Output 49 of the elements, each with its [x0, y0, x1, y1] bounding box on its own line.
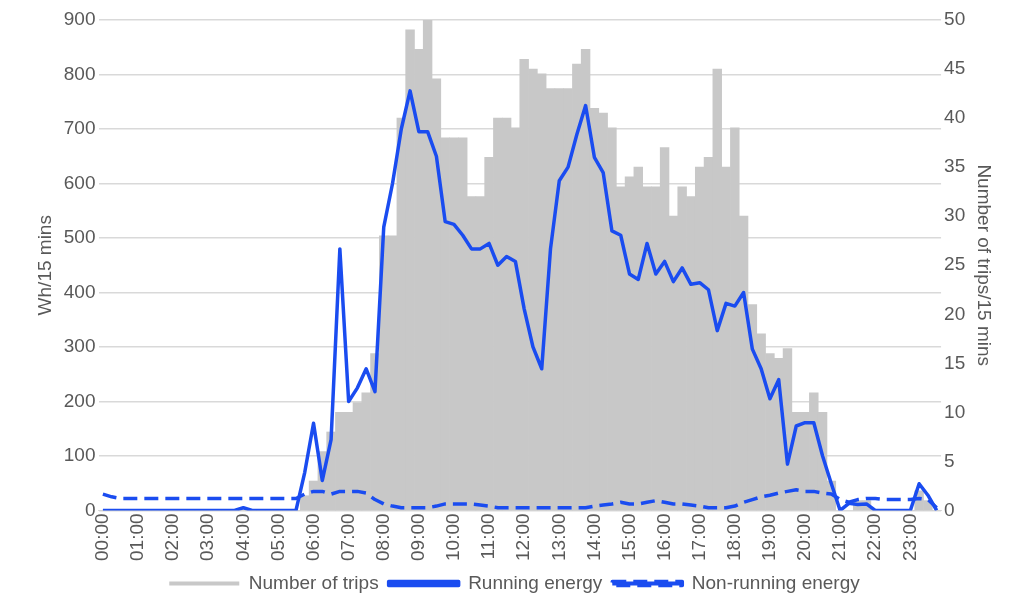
x-tick-label: 21:00	[828, 513, 850, 561]
x-tick-label: 16:00	[652, 513, 674, 561]
x-tick-label: 19:00	[758, 513, 780, 561]
y2-axis-title: Number of trips/15 mins	[974, 164, 996, 367]
x-tick-label: 07:00	[336, 513, 358, 561]
y-tick-label: 900	[63, 8, 96, 30]
y2-tick-label: 35	[944, 155, 966, 177]
x-tick-label: 11:00	[477, 513, 499, 560]
x-tick-label: 02:00	[161, 513, 183, 561]
y2-tick-label: 50	[944, 8, 966, 30]
y2-tick-label: 20	[944, 302, 966, 324]
x-tick-label: 18:00	[723, 513, 745, 561]
x-tick-label: 23:00	[898, 513, 920, 561]
legend-label: Non-running energy	[691, 571, 861, 593]
y-tick-label: 0	[84, 498, 96, 520]
y-axis-title: Wh/15 mins	[33, 215, 55, 316]
y-tick-label: 300	[63, 335, 96, 357]
x-tick-label: 06:00	[301, 513, 323, 561]
x-tick-label: 22:00	[863, 513, 885, 561]
y-tick-label: 200	[63, 389, 96, 411]
legend-label: Running energy	[468, 571, 603, 593]
y-tick-label: 400	[63, 280, 96, 302]
x-tick-label: 08:00	[371, 513, 393, 561]
y2-tick-label: 25	[944, 253, 966, 275]
x-tick-label: 13:00	[547, 513, 569, 561]
x-tick-label: 04:00	[231, 513, 253, 561]
y2-tick-label: 15	[944, 351, 966, 373]
y2-tick-label: 40	[944, 106, 966, 128]
legend-label: Number of trips	[248, 571, 379, 593]
y-tick-label: 800	[63, 62, 96, 84]
x-tick-label: 05:00	[266, 513, 288, 561]
x-tick-label: 20:00	[793, 513, 815, 561]
x-tick-label: 09:00	[407, 513, 429, 561]
y2-tick-label: 10	[944, 400, 966, 422]
y-tick-label: 700	[63, 117, 96, 139]
y-tick-label: 100	[63, 444, 96, 466]
y2-tick-label: 45	[944, 57, 966, 79]
y-tick-label: 500	[63, 226, 96, 248]
y2-tick-label: 0	[944, 498, 955, 520]
x-tick-label: 14:00	[582, 513, 604, 561]
x-tick-label: 15:00	[617, 513, 639, 561]
y2-tick-label: 30	[944, 204, 966, 226]
x-tick-label: 10:00	[442, 513, 464, 561]
x-tick-label: 03:00	[196, 513, 218, 561]
y2-tick-label: 5	[944, 449, 955, 471]
x-tick-label: 01:00	[126, 513, 148, 561]
x-tick-label: 12:00	[512, 513, 534, 561]
y-tick-label: 600	[63, 171, 96, 193]
x-tick-label: 17:00	[687, 513, 709, 561]
